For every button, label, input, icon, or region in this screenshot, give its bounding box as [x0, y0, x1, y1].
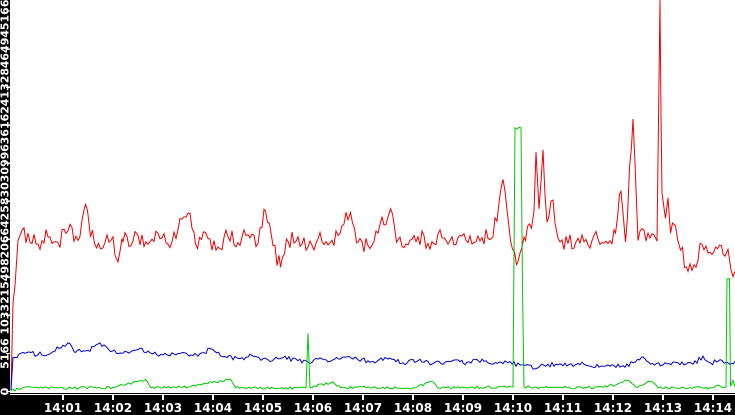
- red-series-line: [10, 0, 735, 390]
- x-tick-label: 14:05: [244, 401, 282, 415]
- y-axis-ticks: [6, 10, 10, 393]
- x-tick-label: 14:10: [494, 401, 532, 415]
- x-tick-label: 14:03: [144, 401, 182, 415]
- y-tick-label: 36162: [0, 106, 12, 144]
- x-tick-label: 14:13: [644, 401, 682, 415]
- x-tick-label: 14:01: [44, 401, 82, 415]
- y-tick-label: 30996: [0, 144, 12, 183]
- chart-background-layer: [10, 0, 735, 395]
- x-tick-label: 14:06: [294, 401, 332, 415]
- y-tick-label: 0: [0, 387, 12, 395]
- x-axis-ticks: [62, 395, 714, 400]
- y-tick-label: 20664: [0, 220, 12, 259]
- x-tick-label: 14:09: [444, 401, 482, 415]
- x-tick-label: 14:08: [394, 401, 432, 415]
- y-tick-label: 41328: [0, 68, 12, 106]
- x-tick-label: 14:04: [194, 401, 232, 415]
- y-axis-labels: 0 5166 10332154982066425830309963616241328…: [0, 0, 12, 395]
- y-tick-label: 15498: [0, 258, 12, 296]
- x-tick-label: 14:12: [594, 401, 632, 415]
- x-tick-label: 14:11: [544, 401, 582, 415]
- x-tick-label: 14:02: [94, 401, 132, 415]
- y-tick-label: 5166: [0, 338, 12, 369]
- y-tick-label: 46494: [0, 30, 12, 69]
- x-tick-label: 14:14: [694, 401, 732, 415]
- blue-series-line: [10, 342, 735, 391]
- y-tick-label: 25830: [0, 182, 12, 221]
- x-tick-label: 14:07: [344, 401, 382, 415]
- x-axis-labels: 14:01 14:02 14:03 14:04 14:05 14:06 14:07 14:08…: [44, 401, 732, 415]
- green-series-line: [10, 126, 735, 392]
- y-tick-label: 10332: [0, 296, 12, 334]
- plot-background: [10, 0, 735, 395]
- series-lines-layer: [10, 0, 735, 392]
